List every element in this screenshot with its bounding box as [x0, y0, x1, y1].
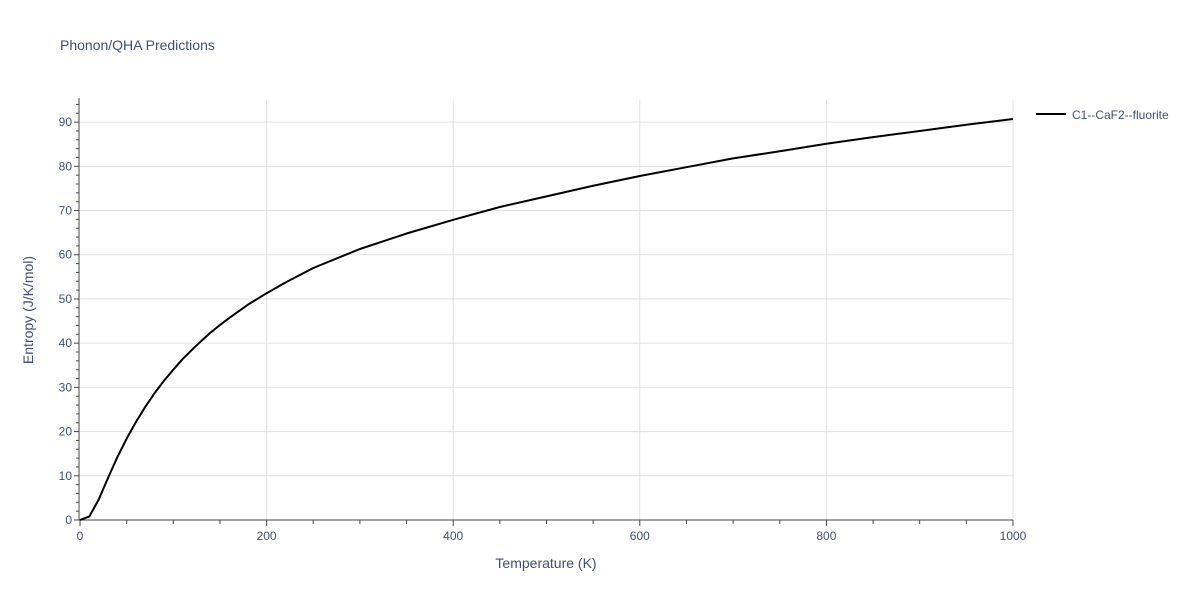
- grid: [80, 100, 1014, 520]
- y-tick-label: 0: [65, 513, 72, 527]
- y-tick-label: 40: [59, 336, 73, 350]
- x-tick-label: 400: [443, 529, 463, 543]
- series-layer: [79, 118, 1014, 521]
- x-axis-label: Temperature (K): [495, 555, 596, 571]
- x-tick-label: 800: [816, 529, 836, 543]
- x-tick-label: 0: [77, 529, 84, 543]
- legend-label: C1--CaF2--fluorite: [1072, 108, 1169, 122]
- x-tick-label: 200: [257, 529, 277, 543]
- y-tick-label: 80: [59, 159, 73, 173]
- y-tick-label: 70: [59, 204, 73, 218]
- y-tick-label: 30: [59, 380, 73, 394]
- y-tick-label: 20: [59, 425, 73, 439]
- axes: 0 200 400 600 800 1000 0 10 20 30 40 50 60 70 80 90: [59, 98, 1027, 543]
- x-tick-label: 1000: [1000, 529, 1027, 543]
- y-tick-label: 90: [59, 115, 73, 129]
- chart-title: Phonon/QHA Predictions: [60, 37, 215, 53]
- y-axis-label: Entropy (J/K/mol): [20, 256, 36, 364]
- y-tick-label: 10: [59, 469, 73, 483]
- series-line: [79, 118, 1014, 521]
- y-tick-label: 50: [59, 292, 73, 306]
- legend[interactable]: C1--CaF2--fluorite: [1036, 108, 1169, 122]
- x-tick-label: 600: [630, 529, 650, 543]
- y-tick-label: 60: [59, 248, 73, 262]
